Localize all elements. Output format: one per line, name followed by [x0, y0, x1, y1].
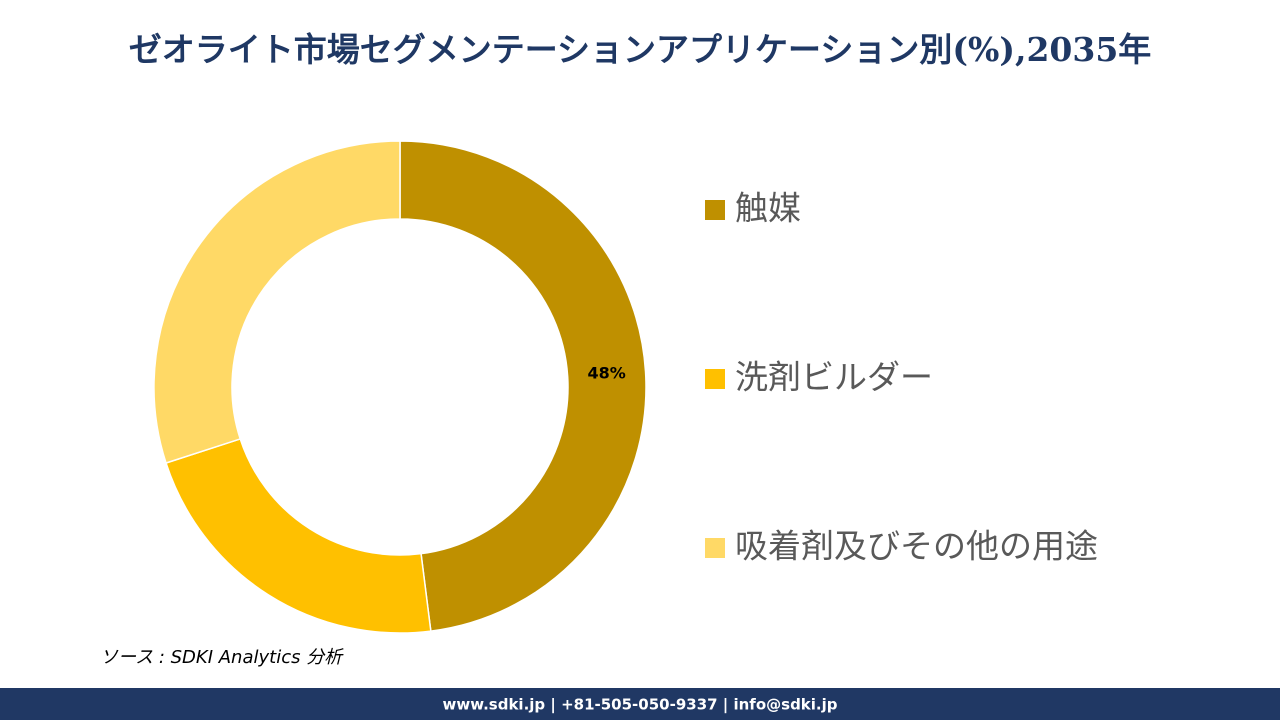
- legend-label: 吸着剤及びその他の用途: [735, 527, 1098, 566]
- footer: www.sdki.jp | +81-505-050-9337 | info@sd…: [442, 696, 837, 715]
- legend-swatch: [705, 369, 725, 389]
- legend-label: 触媒: [735, 189, 801, 228]
- donut-segment: [165, 437, 432, 634]
- legend-swatch: [705, 538, 725, 558]
- chart-title: ゼオライト市場セグメンテーションアプリケーション別(%),2035年: [129, 30, 1152, 69]
- data-label: 48%: [587, 364, 625, 383]
- legend-swatch: [705, 200, 725, 220]
- donut-segment: [399, 140, 647, 632]
- donut-segment: [153, 140, 401, 464]
- legend-label: 洗剤ビルダー: [735, 358, 933, 397]
- source: ソース : SDKI Analytics 分析: [100, 647, 344, 668]
- footer-bar: [0, 688, 1280, 720]
